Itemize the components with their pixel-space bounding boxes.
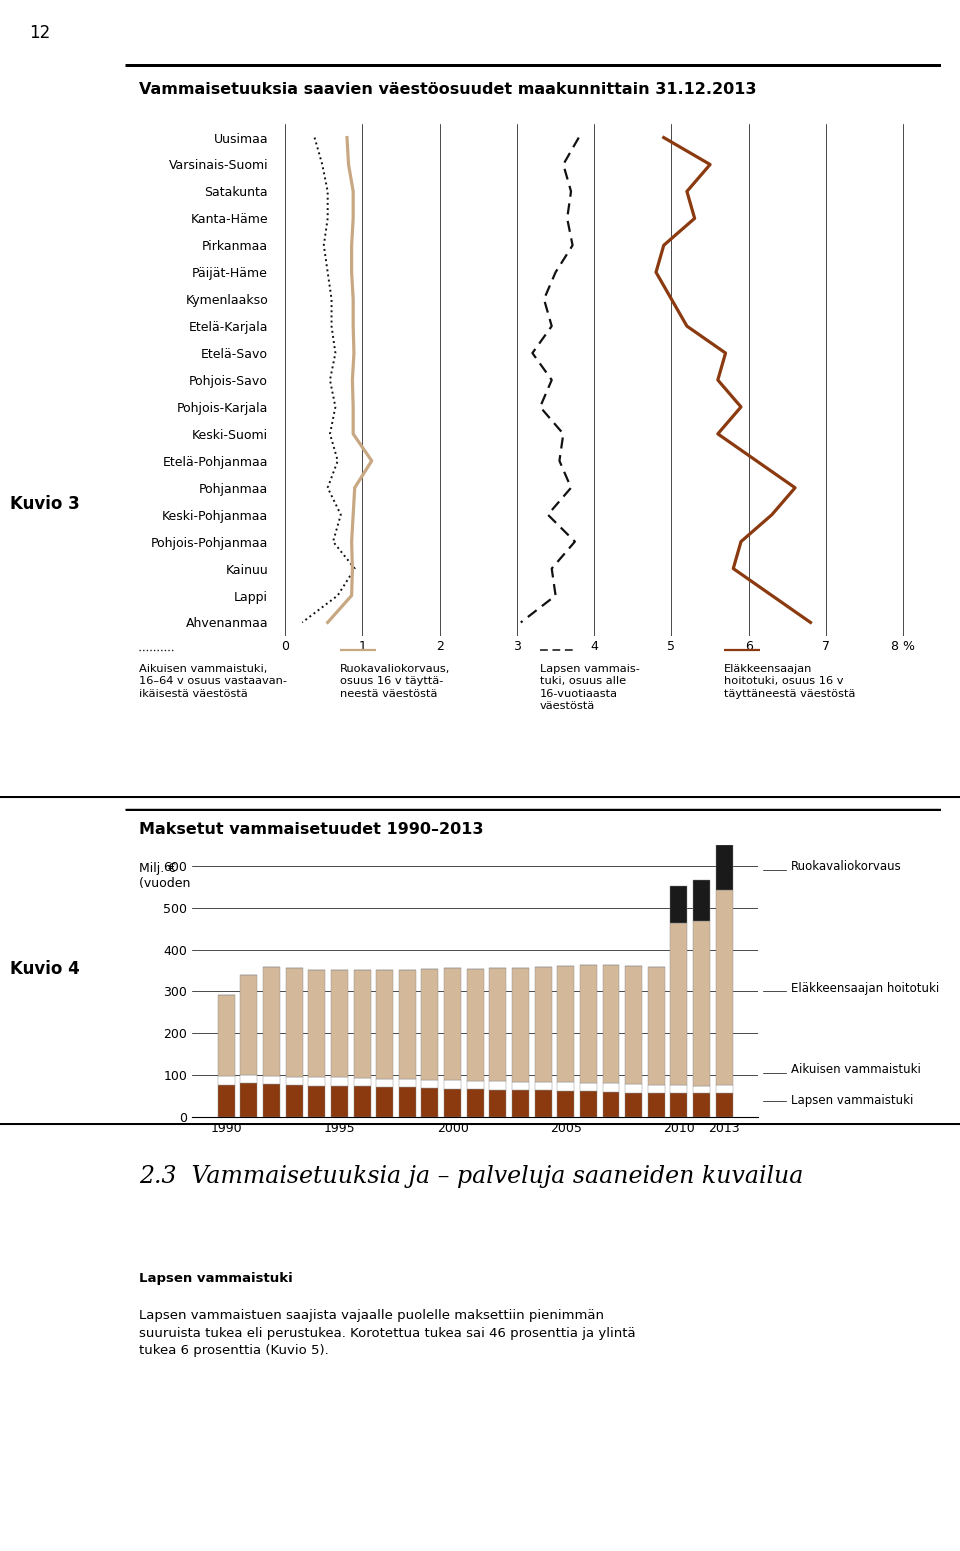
Bar: [218, 1076, 235, 1086]
Text: Milj. €
(vuoden 2013 rahana): Milj. € (vuoden 2013 rahana): [139, 862, 279, 890]
Bar: [557, 1083, 574, 1090]
Text: 12: 12: [29, 25, 50, 42]
Bar: [557, 1090, 574, 1117]
Bar: [603, 1083, 619, 1092]
Bar: [353, 1086, 371, 1117]
Bar: [535, 968, 552, 1083]
Bar: [625, 1092, 642, 1117]
Text: Lapsen vammaistuki: Lapsen vammaistuki: [139, 1272, 293, 1284]
Bar: [398, 969, 416, 1079]
Bar: [308, 1086, 325, 1117]
Text: Lapsen vammaistuen saajista vajaalle puolelle maksettiin pienimmän
suuruista tuk: Lapsen vammaistuen saajista vajaalle puo…: [139, 1309, 636, 1357]
Text: Lapsen vammais-
tuki, osuus alle
16-vuotiaasta
väestöstä: Lapsen vammais- tuki, osuus alle 16-vuot…: [540, 664, 640, 710]
Bar: [715, 1086, 732, 1093]
Bar: [648, 968, 664, 1086]
Bar: [625, 1084, 642, 1092]
Bar: [467, 1089, 484, 1117]
Bar: [444, 1089, 461, 1117]
Bar: [670, 923, 687, 1086]
Bar: [398, 1079, 416, 1087]
Bar: [535, 1090, 552, 1117]
Bar: [263, 1084, 280, 1117]
Bar: [670, 1093, 687, 1117]
Text: Eläkkeensaajan hoitotuki: Eläkkeensaajan hoitotuki: [791, 982, 940, 996]
Bar: [421, 1079, 439, 1089]
Bar: [467, 969, 484, 1081]
Bar: [376, 971, 394, 1079]
Bar: [557, 966, 574, 1083]
Bar: [286, 968, 302, 1076]
Bar: [625, 966, 642, 1084]
Bar: [693, 1086, 710, 1093]
Bar: [331, 1078, 348, 1086]
Text: Vammaisetuuksia saavien väestöosuudet maakunnittain 31.12.2013: Vammaisetuuksia saavien väestöosuudet ma…: [139, 82, 756, 98]
Bar: [376, 1079, 394, 1087]
Bar: [398, 1087, 416, 1117]
Bar: [331, 1086, 348, 1117]
Bar: [490, 968, 506, 1081]
Bar: [603, 965, 619, 1083]
Bar: [240, 974, 257, 1075]
Bar: [715, 845, 732, 890]
Bar: [263, 1076, 280, 1084]
Bar: [693, 921, 710, 1086]
Text: Lapsen vammaistuki: Lapsen vammaistuki: [791, 1095, 914, 1107]
Bar: [376, 1087, 394, 1117]
Bar: [218, 1086, 235, 1117]
Bar: [512, 1081, 529, 1090]
Bar: [218, 994, 235, 1076]
Bar: [535, 1083, 552, 1090]
Text: Kuvio 3: Kuvio 3: [10, 495, 80, 513]
Bar: [421, 969, 439, 1079]
Bar: [693, 1093, 710, 1117]
Bar: [308, 969, 325, 1078]
Bar: [512, 1090, 529, 1117]
Bar: [490, 1089, 506, 1117]
Bar: [670, 1086, 687, 1093]
Bar: [331, 969, 348, 1078]
Bar: [286, 1086, 302, 1117]
Bar: [490, 1081, 506, 1089]
Text: 2.3  Vammaisetuuksia ja – palveluja saaneiden kuvailua: 2.3 Vammaisetuuksia ja – palveluja saane…: [139, 1165, 804, 1188]
Text: Aikuisen vammaistuki,
16–64 v osuus vastaavan-
ikäisestä väestöstä: Aikuisen vammaistuki, 16–64 v osuus vast…: [139, 664, 287, 698]
Bar: [444, 1081, 461, 1089]
Bar: [580, 1083, 597, 1092]
Text: Eläkkeensaajan
hoitotuki, osuus 16 v
täyttäneestä väestöstä: Eläkkeensaajan hoitotuki, osuus 16 v täy…: [725, 664, 855, 698]
Text: Ruokavaliokorvaus: Ruokavaliokorvaus: [791, 859, 902, 873]
Bar: [240, 1075, 257, 1083]
Bar: [670, 886, 687, 923]
Bar: [308, 1078, 325, 1086]
Bar: [580, 965, 597, 1083]
Bar: [353, 971, 371, 1078]
Bar: [467, 1081, 484, 1089]
Text: Maksetut vammaisetuudet 1990–2013: Maksetut vammaisetuudet 1990–2013: [139, 822, 484, 836]
Bar: [580, 1092, 597, 1117]
Bar: [603, 1092, 619, 1117]
Bar: [715, 890, 732, 1086]
Bar: [353, 1078, 371, 1086]
Bar: [512, 968, 529, 1081]
Bar: [648, 1086, 664, 1093]
Bar: [715, 1093, 732, 1117]
Bar: [286, 1076, 302, 1086]
Bar: [263, 968, 280, 1076]
Bar: [240, 1083, 257, 1117]
Text: Ruokavaliokorvaus,
osuus 16 v täyttä-
neestä väestöstä: Ruokavaliokorvaus, osuus 16 v täyttä- ne…: [340, 664, 450, 698]
Bar: [693, 879, 710, 921]
Bar: [444, 968, 461, 1081]
Bar: [421, 1089, 439, 1117]
Bar: [648, 1093, 664, 1117]
Text: Aikuisen vammaistuki: Aikuisen vammaistuki: [791, 1064, 922, 1076]
Text: Kuvio 4: Kuvio 4: [10, 960, 80, 979]
